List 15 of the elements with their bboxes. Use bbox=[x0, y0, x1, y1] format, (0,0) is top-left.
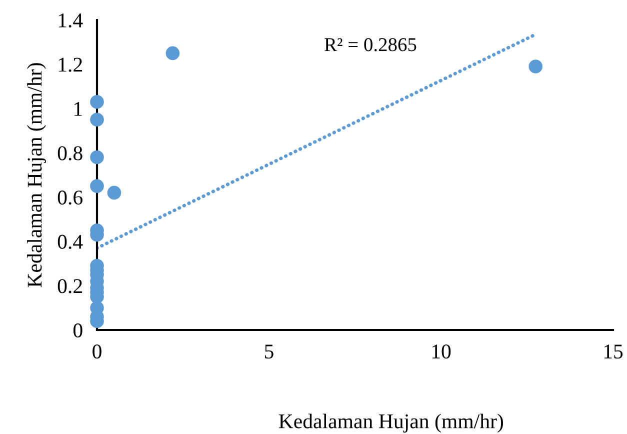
annotation: R² = 0.2865 bbox=[324, 38, 416, 52]
y-tick-label: 0.8 bbox=[58, 146, 82, 160]
y-tick-label: 0 bbox=[73, 323, 82, 338]
y-axis-title: Kedalaman Hujan (mm/hr) bbox=[27, 63, 46, 288]
x-tick-label: 10 bbox=[432, 344, 451, 359]
y-tick-label: 0.4 bbox=[58, 234, 83, 249]
y-tick-label: 1.4 bbox=[58, 13, 83, 28]
y-tick-label: 1.2 bbox=[58, 58, 82, 72]
x-axis-title: Kedalaman Hujan (mm/hr) bbox=[278, 414, 504, 433]
y-tick-label: 0.6 bbox=[58, 190, 82, 205]
x-tick-label: 5 bbox=[265, 344, 274, 359]
x-tick-label: 15 bbox=[604, 344, 623, 359]
y-tick-label: 1 bbox=[74, 102, 82, 116]
x-tick-label: 0 bbox=[92, 344, 102, 359]
y-tick-label: 0.2 bbox=[58, 279, 82, 294]
